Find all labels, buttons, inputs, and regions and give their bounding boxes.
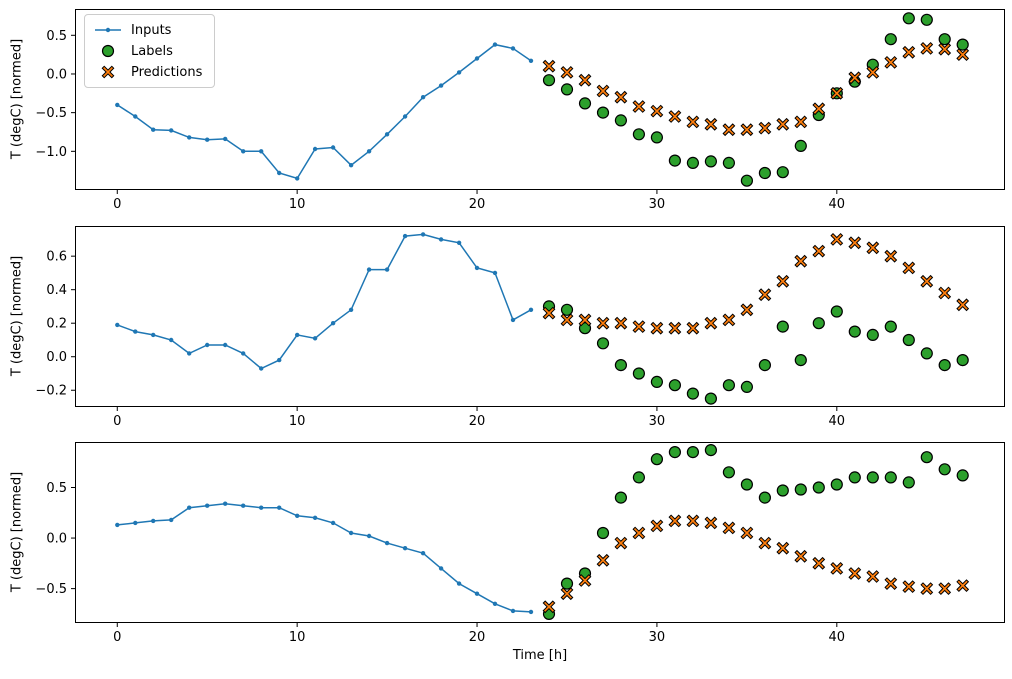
svg-text:0.0: 0.0 xyxy=(46,67,67,82)
legend-label-labels: Labels xyxy=(131,43,173,59)
svg-text:20: 20 xyxy=(469,630,486,645)
subplot-3-plot-area: 0 10 20 30 40 −0.5 0.0 0.5 xyxy=(35,442,1005,645)
svg-text:0.5: 0.5 xyxy=(46,29,67,44)
svg-text:10: 10 xyxy=(289,630,306,645)
svg-text:0.6: 0.6 xyxy=(46,250,67,265)
subplot-1: 0 10 20 30 40 −1.0 −0.5 0.0 0.5 xyxy=(35,9,1005,212)
svg-text:0: 0 xyxy=(113,197,121,212)
subplot-3: 0 10 20 30 40 −0.5 0.0 0.5 xyxy=(35,442,1005,645)
svg-text:10: 10 xyxy=(289,414,306,429)
svg-text:−0.5: −0.5 xyxy=(35,582,67,597)
svg-text:20: 20 xyxy=(469,414,486,429)
legend-item-inputs: Inputs xyxy=(94,22,202,38)
svg-text:40: 40 xyxy=(829,630,846,645)
svg-text:0.2: 0.2 xyxy=(46,317,67,332)
svg-text:0.0: 0.0 xyxy=(46,350,67,365)
svg-text:30: 30 xyxy=(649,414,666,429)
subplot-2-plot-area: 0 10 20 30 40 −0.2 0.0 0.2 0.4 0.6 xyxy=(35,226,1005,429)
svg-text:20: 20 xyxy=(469,197,486,212)
svg-text:−1.0: −1.0 xyxy=(35,145,67,160)
svg-text:0: 0 xyxy=(113,414,121,429)
svg-text:40: 40 xyxy=(829,197,846,212)
legend-item-labels: Labels xyxy=(94,43,202,59)
svg-text:40: 40 xyxy=(829,414,846,429)
y-axis-label-subplot-2: T (degC) [normed] xyxy=(9,255,25,377)
legend: Inputs Labels Predictions xyxy=(84,14,216,88)
subplot-2: 0 10 20 30 40 −0.2 0.0 0.2 0.4 0.6 xyxy=(35,226,1005,429)
legend-label-inputs: Inputs xyxy=(131,22,172,38)
predictions-x-icon xyxy=(101,65,115,79)
legend-label-predictions: Predictions xyxy=(131,64,203,80)
svg-text:−0.2: −0.2 xyxy=(35,384,67,399)
inputs-line-dot-icon xyxy=(95,27,121,33)
labels-circle-icon xyxy=(101,44,115,58)
svg-text:0.0: 0.0 xyxy=(46,532,67,547)
subplot-1-plot-area: 0 10 20 30 40 −1.0 −0.5 0.0 0.5 xyxy=(35,9,1005,212)
x-axis-label: Time [h] xyxy=(512,648,568,663)
y-axis-label-subplot-3: T (degC) [normed] xyxy=(9,471,25,593)
svg-text:0.4: 0.4 xyxy=(46,283,67,298)
svg-text:30: 30 xyxy=(649,197,666,212)
svg-text:10: 10 xyxy=(289,197,306,212)
svg-text:−0.5: −0.5 xyxy=(35,106,67,121)
legend-item-predictions: Predictions xyxy=(94,64,202,80)
svg-text:0.5: 0.5 xyxy=(46,481,67,496)
svg-text:0: 0 xyxy=(113,630,121,645)
svg-text:30: 30 xyxy=(649,630,666,645)
y-axis-label-subplot-1: T (degC) [normed] xyxy=(9,38,25,160)
